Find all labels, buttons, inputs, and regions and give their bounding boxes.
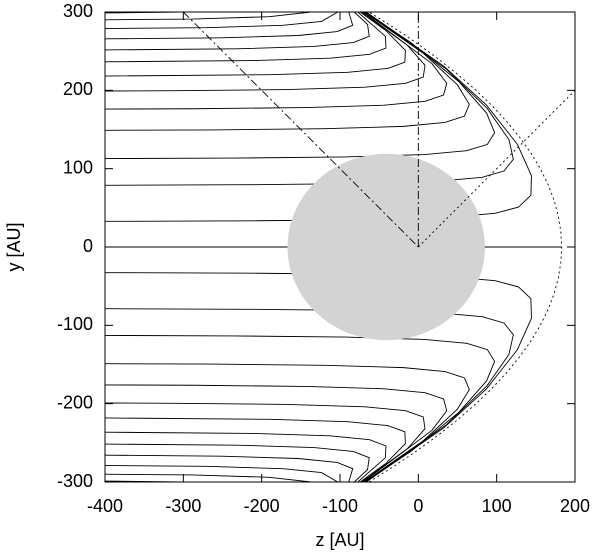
- region-disk: [287, 153, 485, 341]
- streamline: [105, 12, 312, 21]
- y-axis-title: y [AU]: [4, 222, 24, 271]
- streamline: [105, 12, 338, 29]
- streamline: [105, 454, 354, 482]
- x-tick-label: 0: [413, 496, 423, 516]
- streamline: [105, 431, 387, 482]
- x-tick-label: 200: [560, 496, 590, 516]
- streamline: [105, 473, 312, 482]
- streamline: [105, 443, 370, 482]
- streamline: [105, 12, 496, 160]
- y-tick-label: 200: [63, 79, 93, 99]
- x-tick-label: -400: [87, 496, 123, 516]
- streamline: [105, 12, 370, 51]
- streamline: [105, 12, 406, 77]
- x-tick-label: -100: [322, 496, 358, 516]
- streamline: [105, 465, 338, 482]
- streamline: [105, 334, 496, 482]
- streamline: [105, 402, 426, 482]
- streamline: [105, 363, 470, 482]
- y-tick-label: -300: [57, 471, 93, 491]
- streamline: [105, 12, 448, 110]
- streamline: [105, 12, 354, 40]
- x-tick-label: -200: [244, 496, 280, 516]
- streamline: [368, 12, 563, 482]
- streamline: [105, 417, 406, 482]
- y-tick-label: 0: [83, 236, 93, 256]
- x-tick-label: 100: [482, 496, 512, 516]
- y-tick-label: 300: [63, 1, 93, 21]
- y-tick-label: 100: [63, 157, 93, 177]
- guide-line: [418, 90, 575, 248]
- plot-area: [105, 12, 575, 482]
- x-axis-title: z [AU]: [315, 530, 364, 550]
- streamline: [105, 12, 387, 63]
- streamline: [105, 12, 470, 131]
- y-tick-label: -200: [57, 392, 93, 412]
- x-tick-label: -300: [165, 496, 201, 516]
- streamline: [105, 12, 426, 92]
- streamline: [105, 384, 448, 482]
- guide-line: [183, 12, 419, 248]
- y-tick-label: -100: [57, 314, 93, 334]
